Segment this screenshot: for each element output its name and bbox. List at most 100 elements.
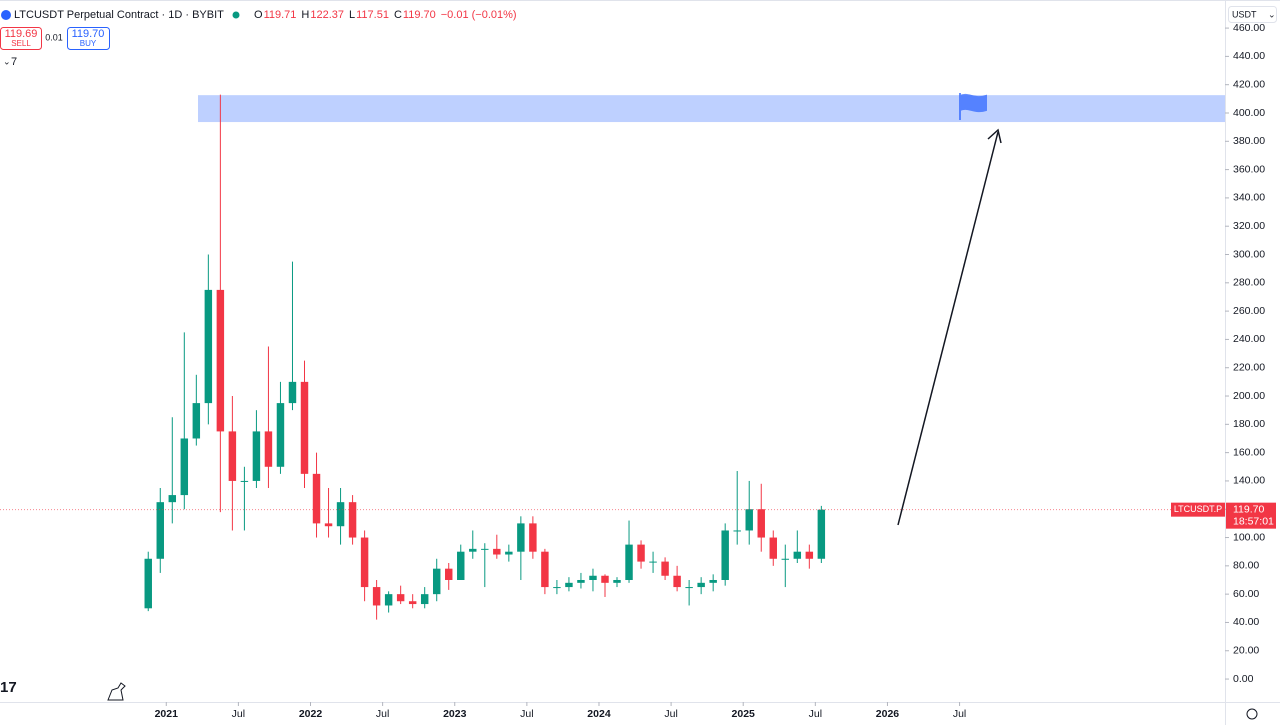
y-tick-label: 320.00 xyxy=(1233,220,1265,232)
ohlc-value: 119.71 xyxy=(264,9,297,21)
y-tick-label: 180.00 xyxy=(1233,418,1265,430)
indicator-toggle[interactable]: ⌄ xyxy=(3,56,11,66)
ohlc-key: C xyxy=(394,9,402,21)
x-tick-label: Jul xyxy=(376,708,389,720)
y-tick-label: 260.00 xyxy=(1233,305,1265,317)
candle-body xyxy=(408,601,417,605)
y-tick-label: 60.00 xyxy=(1233,588,1259,600)
tv-logo: 17 xyxy=(0,679,17,696)
arrow-head xyxy=(987,128,1002,144)
candle-body xyxy=(781,558,790,560)
candle-body xyxy=(517,523,525,552)
candle-body xyxy=(252,431,261,481)
candle-body xyxy=(529,523,537,552)
y-tick-label: 220.00 xyxy=(1233,362,1265,374)
ohlc-value: 119.70 xyxy=(403,9,436,21)
candle-body xyxy=(240,480,249,482)
candle-body xyxy=(457,551,465,580)
ohlc-key: L xyxy=(349,9,355,21)
candle-body xyxy=(505,551,513,555)
replay-icon[interactable] xyxy=(107,682,126,701)
x-tick-label: 2026 xyxy=(876,708,900,720)
candle-body xyxy=(216,289,225,432)
candle-body xyxy=(709,579,717,583)
currency-caret: ⌄ xyxy=(1268,9,1276,19)
y-tick-label: 400.00 xyxy=(1233,107,1265,119)
buy-button[interactable] xyxy=(67,27,110,50)
candle-body xyxy=(192,403,201,439)
y-tick-label: 300.00 xyxy=(1233,248,1265,260)
candle-body xyxy=(372,587,381,606)
buy-price: 119.70 xyxy=(72,28,105,40)
candle-body xyxy=(661,561,669,576)
sell-button[interactable] xyxy=(0,27,42,50)
candle-body xyxy=(685,587,693,589)
y-tick-label: 200.00 xyxy=(1233,390,1265,402)
plot-area xyxy=(144,94,1225,620)
y-tick-label: 340.00 xyxy=(1233,192,1265,204)
x-tick-label: 2022 xyxy=(299,708,323,720)
x-tick-label: Jul xyxy=(520,708,533,720)
candle-body xyxy=(565,582,573,588)
y-tick-label: 360.00 xyxy=(1233,163,1265,175)
candle-body xyxy=(637,544,645,562)
countdown-label: 18:57:01 xyxy=(1233,515,1274,527)
x-tick-label: 2024 xyxy=(587,708,611,720)
candle-body xyxy=(601,575,609,583)
x-tick-label: Jul xyxy=(664,708,677,720)
target-zone xyxy=(198,95,1225,123)
x-tick-label: Jul xyxy=(809,708,822,720)
ohlc-key: O xyxy=(254,9,263,21)
candle-body xyxy=(264,431,273,467)
candle-body xyxy=(733,530,741,532)
candle-body xyxy=(541,551,549,588)
candle-body xyxy=(288,381,297,404)
y-tick-label: 40.00 xyxy=(1233,616,1259,628)
spread: 0.01 xyxy=(45,32,63,42)
x-tick-label: 2021 xyxy=(155,708,179,720)
ohlc-legend: O 119.71 H 122.37 L 117.51 C 119.70 −0.01 (−0.01… xyxy=(254,9,517,21)
candle-body xyxy=(396,594,405,602)
candle-body xyxy=(649,561,657,563)
candle-body xyxy=(168,495,177,503)
candle-body xyxy=(553,587,561,589)
ohlc-key: H xyxy=(301,9,309,21)
candle-body xyxy=(469,548,477,552)
candle-body xyxy=(757,509,765,538)
candle-body xyxy=(432,568,441,595)
candle-body xyxy=(420,594,429,605)
candle-body xyxy=(589,575,597,580)
candle-body xyxy=(493,548,501,555)
change: −0.01 (−0.01%) xyxy=(441,9,517,21)
candle-body xyxy=(673,575,681,588)
candle-body xyxy=(769,537,777,559)
candle-body xyxy=(721,530,729,580)
y-tick-label: 0.00 xyxy=(1233,673,1254,685)
candle-body xyxy=(817,509,826,559)
y-tick-label: 100.00 xyxy=(1233,531,1265,543)
candle-body xyxy=(276,403,285,467)
sell-label: SELL xyxy=(11,39,31,48)
candle-body xyxy=(360,537,369,588)
price-tag-label: 119.70 xyxy=(1233,503,1264,515)
currency: USDT xyxy=(1232,9,1257,19)
y-tick-label: 140.00 xyxy=(1233,475,1265,487)
candle-body xyxy=(228,431,237,481)
price-tag xyxy=(1226,502,1276,529)
symbol-tag-label: LTCUSDT.P xyxy=(1174,504,1222,514)
y-tick-label: 160.00 xyxy=(1233,446,1265,458)
y-tick-label: 440.00 xyxy=(1233,50,1265,62)
indicator-count[interactable]: 7 xyxy=(11,56,17,68)
currency-select[interactable] xyxy=(1228,6,1277,23)
symbol-icon xyxy=(1,10,11,20)
settings-icon[interactable] xyxy=(1246,708,1258,720)
candle-body xyxy=(300,381,309,474)
candle-body xyxy=(144,558,152,609)
candle-body xyxy=(180,438,189,496)
candle-body xyxy=(481,548,489,550)
symbol-tag xyxy=(1171,502,1225,517)
candle-body xyxy=(156,502,164,559)
symbol-title: LTCUSDT Perpetual Contract · 1D · BYBIT xyxy=(14,9,224,21)
